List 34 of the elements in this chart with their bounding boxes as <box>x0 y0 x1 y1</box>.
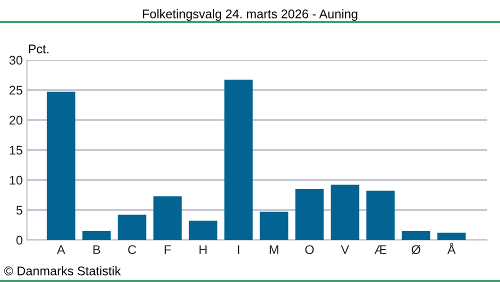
y-tick-label: 30 <box>9 56 22 65</box>
x-tick-label: B <box>93 245 100 254</box>
y-tick-label: 25 <box>10 86 22 95</box>
bar <box>437 232 466 240</box>
bar <box>118 214 146 240</box>
x-tick-label: F <box>164 245 171 254</box>
y-tick-label: 0 <box>16 236 22 245</box>
text: © Danmarks Statistik <box>4 266 121 276</box>
bar <box>82 231 111 240</box>
y-tick-label: 10 <box>10 176 22 185</box>
x-tick-label: Ø <box>412 244 420 254</box>
x-tick-label: Æ <box>374 245 386 254</box>
bar <box>188 220 218 240</box>
x-tick-label: C <box>128 245 136 254</box>
x-tick-label: A <box>56 245 66 254</box>
x-tick-label: M <box>270 245 278 254</box>
chart-title: Folketingsvalg 24. marts 2026 - Auning <box>142 9 358 21</box>
y-tick-label: 20 <box>10 116 22 125</box>
bar <box>153 196 182 240</box>
x-tick-label: H <box>200 245 207 254</box>
bar <box>46 92 76 240</box>
x-tick-label: Å <box>447 242 456 254</box>
bar <box>402 231 430 240</box>
x-tick-label: V <box>340 245 350 254</box>
bar <box>224 80 253 240</box>
x-tick-label: I <box>238 245 240 254</box>
y-tick-label: 5 <box>16 206 22 215</box>
x-tick-label: O <box>305 245 314 254</box>
y-tick-label: 15 <box>10 146 22 155</box>
bar <box>260 212 288 240</box>
bar <box>295 189 324 240</box>
bar <box>366 190 395 240</box>
y-axis-title: Pct. <box>29 44 48 54</box>
bar <box>330 184 360 240</box>
